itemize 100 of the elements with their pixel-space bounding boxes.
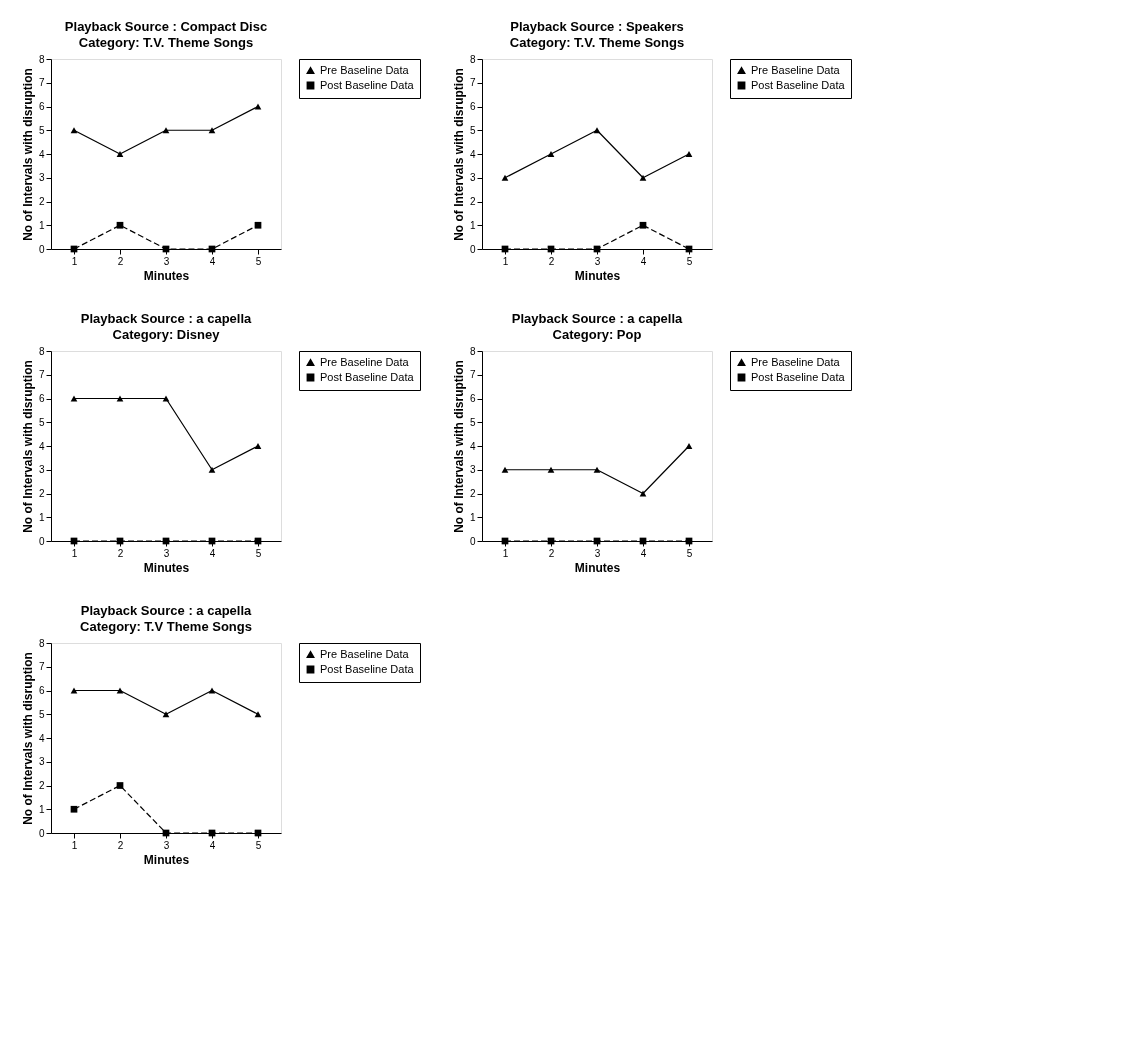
point <box>116 687 124 694</box>
y-tick-label: 8 <box>38 637 45 649</box>
chart-title: Playback Source : a capella <box>80 311 253 326</box>
point <box>639 174 647 181</box>
chart-title: Playback Source : Compact Disc <box>64 19 268 34</box>
x-tick-label: 4 <box>640 255 647 267</box>
point <box>70 805 78 813</box>
x-axis-title: Minutes <box>574 268 621 283</box>
x-axis-title: Minutes <box>143 560 190 575</box>
x-tick-label: 4 <box>209 255 216 267</box>
y-tick-label: 8 <box>469 53 476 65</box>
point <box>162 711 170 718</box>
point <box>593 466 601 473</box>
x-axis-title: Minutes <box>143 852 190 867</box>
y-tick-label: 0 <box>38 827 45 839</box>
x-axis-title: Minutes <box>574 560 621 575</box>
y-tick-label: 2 <box>469 488 476 499</box>
point <box>70 395 78 402</box>
y-tick-label: 0 <box>469 243 476 255</box>
y-tick-label: 0 <box>469 535 476 547</box>
y-tick-label: 3 <box>38 172 45 184</box>
legend-label: Pre Baseline Data <box>751 63 841 76</box>
y-tick-label: 8 <box>469 345 476 357</box>
y-tick-label: 5 <box>38 124 45 136</box>
x-tick-label: 3 <box>594 547 601 559</box>
legend-label: Post Baseline Data <box>320 78 415 91</box>
x-tick-label: 3 <box>594 255 601 267</box>
point <box>116 395 124 402</box>
y-tick-label: 7 <box>38 661 45 673</box>
legend-label: Pre Baseline Data <box>320 63 410 76</box>
x-tick-label: 5 <box>255 839 262 851</box>
chart-title: Playback Source : a capella <box>511 311 684 326</box>
x-tick-label: 1 <box>71 547 78 559</box>
y-tick-label: 6 <box>469 101 476 112</box>
y-tick-label: 7 <box>469 77 476 89</box>
point <box>685 443 693 449</box>
x-tick-label: 5 <box>686 255 693 267</box>
y-tick-label: 0 <box>38 535 45 547</box>
y-tick-label: 3 <box>469 464 476 476</box>
y-tick-label: 4 <box>38 732 45 744</box>
chart-subtitle: Category: Disney <box>112 327 221 342</box>
point <box>639 490 647 497</box>
x-tick-label: 5 <box>255 255 262 267</box>
x-tick-label: 1 <box>71 255 78 267</box>
y-tick-label: 3 <box>469 172 476 184</box>
point <box>501 466 509 473</box>
legend-label: Pre Baseline Data <box>751 355 841 368</box>
point <box>685 151 693 157</box>
legend-label: Post Baseline Data <box>320 370 415 383</box>
point <box>116 221 124 229</box>
legend-label: Post Baseline Data <box>320 662 415 675</box>
x-tick-label: 2 <box>117 255 124 267</box>
point <box>116 151 124 157</box>
point <box>162 395 170 402</box>
y-tick-label: 4 <box>38 440 45 452</box>
chart-subtitle: Category: Pop <box>552 327 642 342</box>
y-axis-title: No of Intervals with disruption <box>20 68 35 241</box>
point <box>593 127 601 134</box>
y-tick-label: 5 <box>38 708 45 720</box>
y-tick-label: 7 <box>38 369 45 381</box>
point <box>162 127 170 134</box>
y-tick-label: 8 <box>38 345 45 357</box>
y-tick-label: 2 <box>38 488 45 499</box>
y-tick-label: 4 <box>38 148 45 160</box>
x-tick-label: 3 <box>163 255 170 267</box>
x-tick-label: 2 <box>117 547 124 559</box>
y-tick-label: 2 <box>469 196 476 207</box>
legend-label: Pre Baseline Data <box>320 355 410 368</box>
y-tick-label: 1 <box>38 511 45 523</box>
x-tick-label: 1 <box>502 255 509 267</box>
y-tick-label: 4 <box>469 440 476 452</box>
point <box>116 782 124 789</box>
y-tick-label: 5 <box>38 416 45 428</box>
legend-label: Pre Baseline Data <box>320 647 410 660</box>
point <box>254 711 262 718</box>
point <box>208 127 216 134</box>
y-tick-label: 1 <box>469 511 476 523</box>
x-tick-label: 4 <box>640 547 647 559</box>
y-tick-label: 6 <box>38 101 45 112</box>
x-tick-label: 2 <box>117 839 124 851</box>
y-tick-label: 0 <box>38 243 45 255</box>
chart-subtitle: Category: T.V. Theme Songs <box>509 35 685 50</box>
y-tick-label: 1 <box>469 219 476 231</box>
point <box>208 466 216 473</box>
y-tick-label: 8 <box>38 53 45 65</box>
x-tick-label: 4 <box>209 547 216 559</box>
point <box>501 174 509 181</box>
x-tick-label: 3 <box>163 839 170 851</box>
y-tick-label: 2 <box>38 780 45 791</box>
legend-label: Post Baseline Data <box>751 370 846 383</box>
point <box>208 687 216 694</box>
y-axis-title: No of Intervals with disruption <box>451 68 466 241</box>
x-tick-label: 1 <box>502 547 509 559</box>
x-tick-label: 1 <box>71 839 78 851</box>
chart-subtitle: Category: T.V Theme Songs <box>80 619 252 634</box>
point <box>547 466 555 473</box>
y-tick-label: 5 <box>469 416 476 428</box>
x-tick-label: 5 <box>255 547 262 559</box>
x-tick-label: 4 <box>209 839 216 851</box>
y-axis-title: No of Intervals with disruption <box>20 652 35 825</box>
